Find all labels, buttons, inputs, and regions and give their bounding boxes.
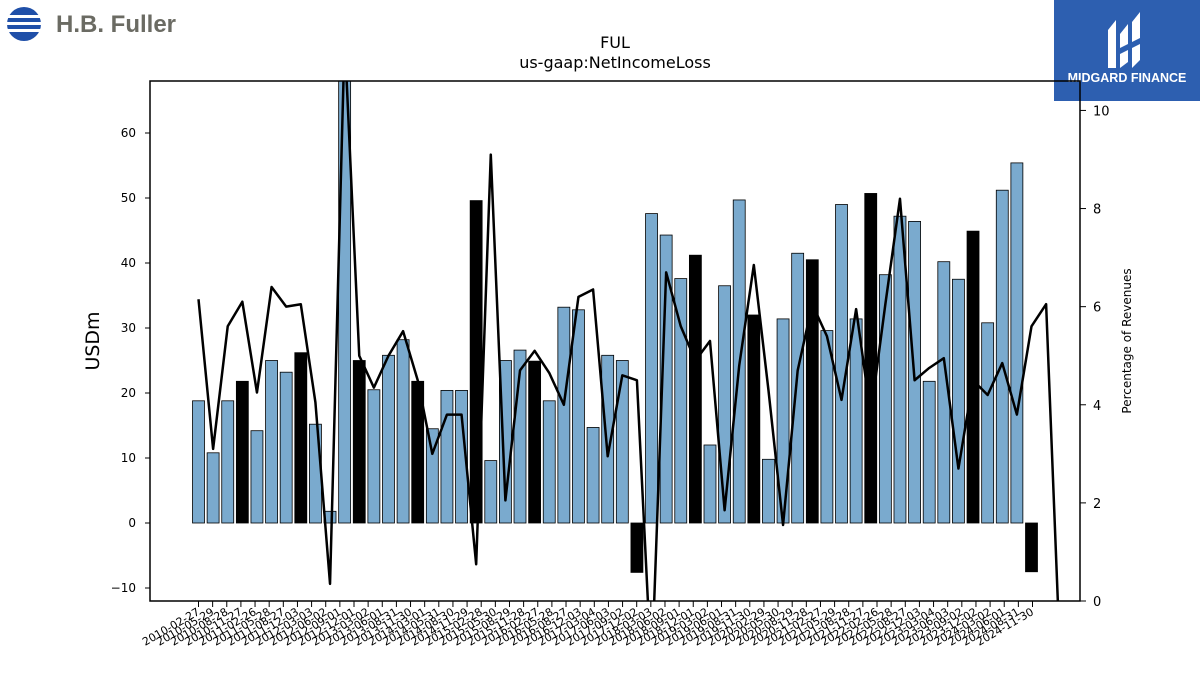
y-tick-label: 20 <box>121 386 136 400</box>
bar <box>601 354 615 524</box>
bar <box>572 309 585 524</box>
bar <box>440 389 454 524</box>
bar <box>703 444 717 524</box>
hb-fuller-logo-text: H.B. Fuller <box>56 11 176 38</box>
y2-tick-label: 10 <box>1093 104 1110 119</box>
bar <box>250 430 264 524</box>
bar <box>645 213 658 524</box>
y2-tick-label: 4 <box>1093 399 1101 414</box>
bar <box>425 428 439 524</box>
y-tick-label: 40 <box>121 256 136 270</box>
bar <box>688 254 702 524</box>
bar <box>864 193 878 524</box>
bar <box>192 400 205 524</box>
bar <box>922 380 936 524</box>
x-axis: 2010-02-272010-05-292010-08-282010-11-27… <box>140 601 1036 649</box>
y2-tick-label: 0 <box>1093 595 1101 610</box>
bar <box>221 400 235 524</box>
bar <box>966 230 980 524</box>
bar <box>382 354 395 524</box>
bar <box>265 360 278 524</box>
y2-axis: 0 2 4 6 8 10 <box>1080 104 1110 610</box>
bar <box>747 314 761 524</box>
y-tick-label: 10 <box>121 451 136 465</box>
y-tick-label: 0 <box>128 516 136 530</box>
bar <box>878 274 892 524</box>
bar <box>396 339 410 524</box>
pct-line <box>197 81 1060 601</box>
bar <box>995 189 1009 524</box>
bar <box>674 278 688 524</box>
bar <box>542 400 556 524</box>
bar <box>835 204 848 524</box>
plot-frame <box>149 80 1081 602</box>
midgard-finance-logo: MIDGARD FINANCE <box>1054 0 1200 101</box>
bar <box>352 360 366 524</box>
bar <box>528 360 542 524</box>
bar <box>513 349 527 524</box>
bar <box>235 380 249 524</box>
y-axis: −10 0 10 20 30 40 50 60 <box>111 126 150 595</box>
hb-fuller-logo-mark: H.B. Fuller <box>4 7 176 41</box>
bar <box>615 360 629 524</box>
bar <box>893 215 907 524</box>
bar <box>762 458 775 524</box>
y-tick-label: 60 <box>121 126 136 140</box>
bar <box>820 330 834 524</box>
y-tick-label: 30 <box>121 321 136 335</box>
bar <box>294 352 308 524</box>
y2-tick-label: 2 <box>1093 497 1101 512</box>
y-tick-label: 50 <box>121 191 136 205</box>
bar <box>586 427 600 524</box>
bar <box>952 278 965 524</box>
bar <box>718 285 731 524</box>
bar <box>367 389 381 524</box>
midgard-logo-text: MIDGARD FINANCE <box>1068 71 1187 85</box>
y2-axis-label: Percentage of Revenues <box>1120 268 1134 413</box>
chart-subtitle: us-gaap:NetIncomeLoss <box>519 53 711 72</box>
bar <box>455 389 468 524</box>
chart-title: FUL <box>600 33 630 52</box>
bar <box>630 522 644 573</box>
bar <box>937 261 951 524</box>
bar <box>805 259 819 524</box>
bar <box>849 318 863 524</box>
bar <box>791 252 805 524</box>
y2-tick-label: 8 <box>1093 203 1101 218</box>
bar <box>279 371 293 524</box>
bar <box>206 452 220 524</box>
bar <box>557 306 571 524</box>
bar <box>1025 522 1038 573</box>
bar <box>659 234 673 524</box>
y2-tick-label: 6 <box>1093 301 1101 316</box>
bar <box>981 322 995 524</box>
pct-line-series <box>197 81 1060 601</box>
bar <box>484 460 498 524</box>
bar <box>1010 162 1024 524</box>
midgard-logo-mark: MIDGARD FINANCE <box>1068 12 1187 85</box>
y-tick-label: −10 <box>111 581 136 595</box>
hb-fuller-logo: H.B. Fuller <box>4 4 194 46</box>
y-axis-label: USDm <box>82 311 104 370</box>
